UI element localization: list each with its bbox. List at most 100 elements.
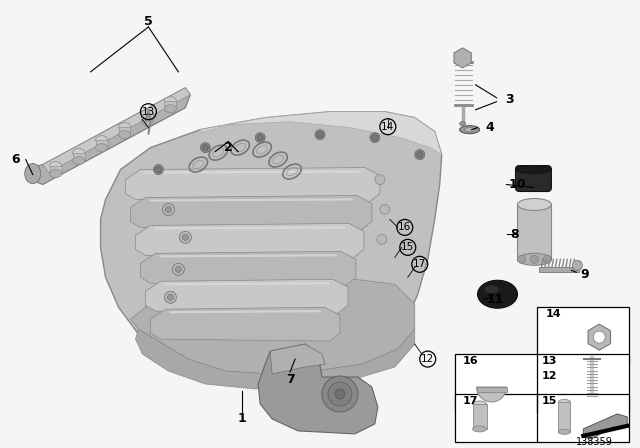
Ellipse shape <box>460 122 466 126</box>
Circle shape <box>372 135 378 141</box>
Text: 11: 11 <box>487 293 504 306</box>
Circle shape <box>172 263 184 275</box>
Bar <box>50 166 61 173</box>
Polygon shape <box>150 307 340 341</box>
Circle shape <box>377 234 387 244</box>
Bar <box>540 267 579 272</box>
Polygon shape <box>31 88 190 185</box>
Ellipse shape <box>484 285 499 293</box>
Circle shape <box>335 389 345 399</box>
Ellipse shape <box>95 144 108 151</box>
Polygon shape <box>145 279 348 313</box>
Text: 3: 3 <box>505 93 514 106</box>
Polygon shape <box>125 168 380 202</box>
Polygon shape <box>258 344 378 434</box>
Ellipse shape <box>518 198 552 211</box>
Text: 1: 1 <box>238 413 246 426</box>
Polygon shape <box>131 195 372 229</box>
Circle shape <box>168 294 173 300</box>
Circle shape <box>572 260 582 270</box>
Ellipse shape <box>465 128 475 132</box>
Circle shape <box>163 203 174 215</box>
Ellipse shape <box>460 126 479 134</box>
Polygon shape <box>140 251 356 285</box>
Ellipse shape <box>477 280 518 308</box>
Polygon shape <box>100 112 442 379</box>
Circle shape <box>415 150 425 159</box>
Circle shape <box>156 167 161 172</box>
Ellipse shape <box>141 118 154 126</box>
Text: 15: 15 <box>401 242 414 252</box>
Ellipse shape <box>472 426 486 432</box>
Ellipse shape <box>95 136 108 144</box>
Text: 138359: 138359 <box>576 437 612 447</box>
Circle shape <box>315 129 325 140</box>
Circle shape <box>182 234 188 241</box>
Text: 12: 12 <box>541 371 557 381</box>
Text: 7: 7 <box>285 373 294 386</box>
Text: 16: 16 <box>398 222 412 233</box>
Circle shape <box>370 133 380 142</box>
Bar <box>472 404 486 429</box>
Text: 12: 12 <box>421 354 435 364</box>
Circle shape <box>255 133 265 142</box>
Text: 6: 6 <box>12 153 20 166</box>
Ellipse shape <box>50 169 61 177</box>
Text: 13: 13 <box>541 356 557 366</box>
Wedge shape <box>477 387 506 402</box>
Bar <box>518 204 552 259</box>
Circle shape <box>317 132 323 138</box>
Circle shape <box>375 175 385 185</box>
Circle shape <box>202 145 208 151</box>
Circle shape <box>164 291 177 303</box>
Text: 15: 15 <box>541 396 557 406</box>
Circle shape <box>200 142 211 153</box>
Text: 17: 17 <box>463 396 478 406</box>
Text: 14: 14 <box>545 309 561 319</box>
Bar <box>72 153 84 160</box>
Bar <box>538 307 629 363</box>
Bar <box>164 101 177 109</box>
Text: 14: 14 <box>381 122 394 132</box>
Polygon shape <box>136 329 415 389</box>
Circle shape <box>322 376 358 412</box>
FancyBboxPatch shape <box>515 166 552 191</box>
Polygon shape <box>131 277 415 374</box>
Ellipse shape <box>72 157 84 164</box>
Ellipse shape <box>118 131 131 138</box>
Circle shape <box>417 151 423 158</box>
Ellipse shape <box>164 105 177 113</box>
Ellipse shape <box>50 162 61 169</box>
Ellipse shape <box>164 97 177 105</box>
Text: 8: 8 <box>510 228 519 241</box>
Ellipse shape <box>558 400 570 405</box>
Circle shape <box>380 204 390 215</box>
Text: 5: 5 <box>144 15 153 28</box>
Bar <box>558 402 570 432</box>
Text: 9: 9 <box>580 268 589 281</box>
Polygon shape <box>136 224 364 257</box>
Bar <box>454 394 629 442</box>
Ellipse shape <box>118 123 131 131</box>
Ellipse shape <box>518 254 552 265</box>
Polygon shape <box>270 344 325 374</box>
Bar <box>95 140 108 148</box>
Text: 17: 17 <box>413 259 426 269</box>
Bar <box>118 127 131 135</box>
Ellipse shape <box>72 149 84 157</box>
Bar <box>477 387 506 392</box>
Ellipse shape <box>141 110 154 118</box>
Ellipse shape <box>515 166 552 173</box>
Ellipse shape <box>25 164 41 184</box>
Text: 13: 13 <box>142 107 155 117</box>
Text: 10: 10 <box>509 178 526 191</box>
Circle shape <box>175 266 181 272</box>
Bar <box>454 354 629 412</box>
Polygon shape <box>583 414 627 439</box>
Text: 2: 2 <box>224 141 232 154</box>
Ellipse shape <box>558 429 570 435</box>
Circle shape <box>593 331 605 343</box>
Text: 4: 4 <box>485 121 494 134</box>
Circle shape <box>543 255 552 263</box>
Circle shape <box>154 164 163 175</box>
